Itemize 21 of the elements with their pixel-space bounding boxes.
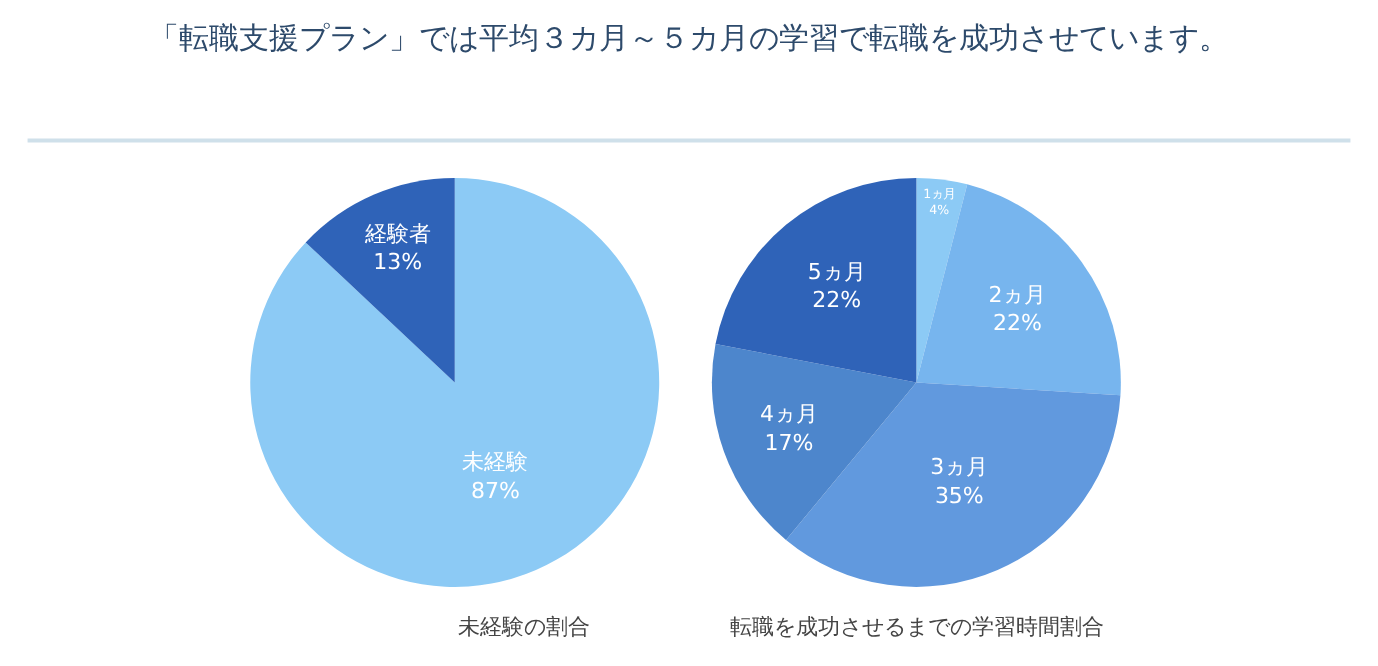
pie-slice [305, 177, 455, 383]
pie-slice [712, 344, 917, 540]
text: 転職を成功させるまでの学習時間割合 [730, 614, 1104, 640]
data-label: 87% [470, 477, 520, 504]
pie-slice [250, 177, 660, 587]
slice-label: 5ヵ月 [807, 258, 866, 285]
data-label: 17% [764, 429, 814, 456]
pie-slice [916, 184, 1121, 396]
slice-label: 2ヵ月 [988, 281, 1047, 308]
pie-slice [715, 177, 917, 383]
data-label: 13% [373, 249, 423, 276]
chart-title: 「転職支援プラン」では平均３カ月～５カ月の学習で転職を成功させています。 [149, 19, 1229, 56]
data-label: 35% [934, 482, 984, 509]
data-label: 22% [992, 310, 1042, 337]
data-label: 22% [812, 287, 862, 314]
pie-slice [916, 177, 968, 383]
slice-label: 未経験 [462, 448, 529, 475]
text: 未経験の割合 [458, 614, 590, 640]
slice-label: 3ヵ月 [930, 454, 989, 481]
slice-label: 4ヵ月 [759, 401, 818, 427]
slice-label: 経験者 [362, 220, 431, 247]
